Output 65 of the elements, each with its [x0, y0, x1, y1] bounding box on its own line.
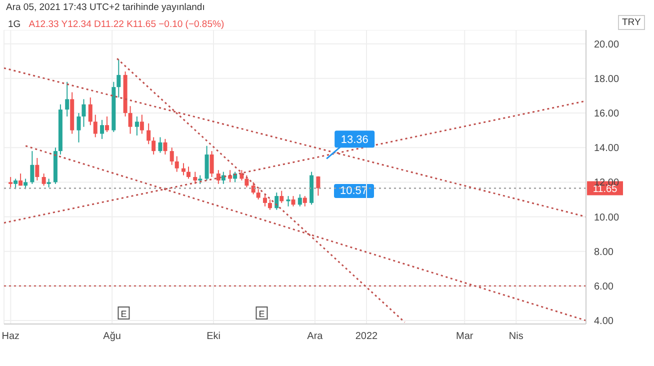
candlestick	[134, 116, 139, 136]
candlestick	[174, 156, 179, 172]
candlestick	[88, 96, 92, 126]
annotation: 13.36	[340, 134, 368, 146]
candlestick	[163, 138, 168, 156]
candlestick	[152, 136, 156, 156]
candlestick	[105, 116, 110, 133]
candlestick	[116, 58, 121, 98]
candlestick	[210, 150, 214, 178]
candlestick	[8, 176, 13, 188]
y-tick-label: 16.00	[594, 108, 620, 120]
y-axis-title: TRY	[618, 15, 645, 30]
candlestick	[182, 162, 186, 176]
candlestick	[251, 182, 256, 195]
candlestick	[170, 147, 174, 166]
event-marker: E	[118, 306, 130, 320]
candlestick	[100, 119, 104, 140]
y-tick-label: 18.00	[594, 74, 620, 85]
x-tick-label: Eki	[206, 331, 220, 342]
x-tick-label: Nis	[508, 331, 524, 342]
annotation: E	[120, 309, 127, 319]
candlestick	[268, 198, 272, 210]
candlestick	[291, 196, 296, 207]
callout-box: 13.36	[326, 130, 375, 160]
x-tick-label: Ara	[307, 331, 324, 342]
candlestick	[216, 170, 220, 184]
candlestick	[316, 176, 320, 196]
y-tick-label: 8.00	[594, 246, 614, 258]
candlestick	[140, 114, 144, 134]
candlestick	[298, 194, 302, 207]
event-marker: E	[256, 306, 268, 320]
y-tick-label: 6.00	[594, 282, 614, 293]
y-tick-label: 20.00	[594, 39, 620, 50]
candlestick	[193, 171, 198, 184]
y-tick-label: 10.00	[594, 212, 620, 224]
chart-subtitle: A12.33 Y12.34 D11.22 K11.65 −0.10 (−0.85%)	[28, 19, 224, 30]
candlestick	[128, 106, 132, 134]
candlestick	[42, 173, 46, 186]
y-tick-label: 14.00	[594, 143, 620, 154]
x-tick-label: Mar	[456, 331, 474, 342]
x-tick-label: Haz	[2, 331, 20, 342]
candlestick	[302, 196, 307, 207]
candlestick	[35, 157, 40, 181]
candlestick	[65, 81, 70, 117]
candlestick	[280, 190, 284, 204]
candlestick	[30, 150, 34, 184]
candlestick	[82, 98, 86, 128]
text: Ara 05, 2021 17:43 UTC+2 tarihinde yayınlandı	[6, 2, 205, 13]
chart-title: 1G	[8, 19, 21, 30]
callout-box: 10.57	[334, 184, 374, 198]
annotation: E	[258, 309, 265, 319]
candlestick	[76, 112, 81, 143]
candlestick	[146, 122, 151, 145]
x-tick-label: Ağu	[103, 331, 121, 342]
y-tick-label: 4.00	[594, 316, 614, 328]
candlestick	[274, 192, 279, 210]
candlestick	[256, 188, 260, 200]
candlestick	[18, 173, 23, 186]
candlestick	[262, 194, 267, 207]
ref-line-label: 11.65	[592, 184, 618, 196]
candlestick	[186, 166, 190, 180]
x-tick-label: 2022	[355, 331, 378, 342]
candlestick	[158, 136, 162, 154]
candlestick	[244, 174, 249, 188]
candlestick	[93, 114, 98, 138]
